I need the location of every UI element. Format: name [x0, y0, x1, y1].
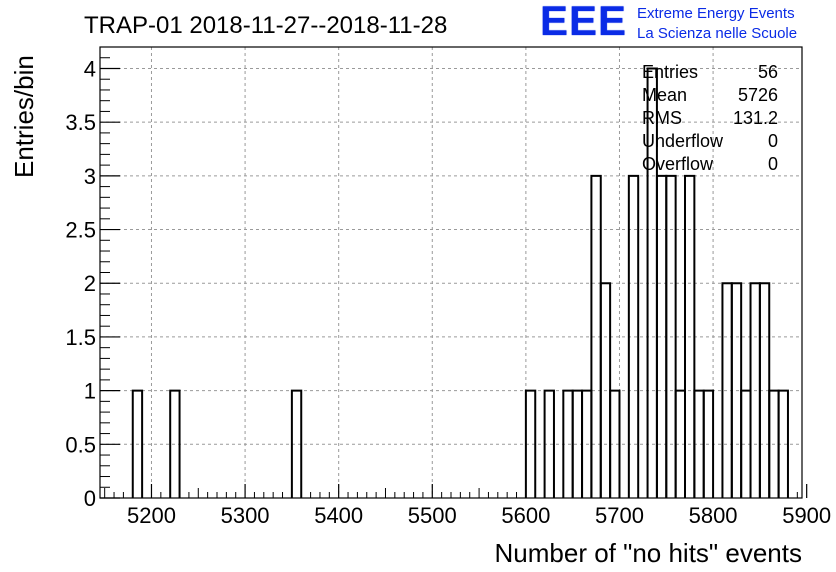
y-tick-label: 3.5 — [65, 110, 96, 135]
y-tick-label: 3 — [84, 164, 96, 189]
histogram-bin — [627, 174, 640, 498]
y-tick-label: 1.5 — [65, 325, 96, 350]
stats-label: RMS — [642, 108, 682, 128]
y-tick-label: 1 — [84, 379, 96, 404]
x-tick-label: 5900 — [782, 503, 831, 528]
logo-line-2: La Scienza nelle Scuole — [637, 25, 798, 42]
y-tick-label: 0.5 — [65, 432, 96, 457]
grid-layer — [100, 47, 802, 498]
y-axis-label: Entries/bin — [9, 55, 39, 178]
stats-label: Overflow — [642, 154, 714, 174]
x-axis-label: Number of "no hits" events — [495, 538, 803, 568]
stats-label: Underflow — [642, 131, 724, 151]
stats-value: 0 — [768, 131, 778, 151]
y-tick-label: 2 — [84, 271, 96, 296]
histogram-bin — [609, 389, 621, 498]
x-tick-label: 5500 — [408, 503, 457, 528]
logo-line-1: Extreme Energy Events — [637, 5, 795, 22]
x-tick-label: 5600 — [501, 503, 550, 528]
eee-logo-letters: EEE — [540, 0, 628, 44]
histogram-bin — [290, 389, 303, 498]
stats-value: 5726 — [738, 85, 778, 105]
x-tick-label: 5200 — [127, 503, 176, 528]
stats-value: 0 — [768, 154, 778, 174]
histogram-bin — [665, 174, 677, 498]
histogram-layer — [131, 67, 789, 498]
histogram-bin — [777, 389, 789, 498]
x-tick-label: 5400 — [314, 503, 363, 528]
stats-value: 131.2 — [733, 108, 778, 128]
eee-logo: EEE Extreme Energy Events La Scienza nel… — [540, 0, 830, 44]
stats-value: 56 — [758, 62, 778, 82]
chart-title: TRAP-01 2018-11-27--2018-11-28 — [84, 12, 447, 39]
stats-label: Mean — [642, 85, 687, 105]
x-tick-label: 5700 — [595, 503, 644, 528]
x-tick-label: 5800 — [689, 503, 738, 528]
histogram-bin — [131, 389, 144, 498]
plot-frame — [99, 46, 803, 499]
histogram-bin — [543, 389, 555, 498]
x-tick-label: 5300 — [221, 503, 270, 528]
stats-label: Entries — [642, 62, 698, 82]
y-tick-label: 4 — [84, 56, 96, 81]
histogram-bin — [524, 389, 537, 498]
y-tick-label: 0 — [84, 486, 96, 511]
histogram-bin — [702, 389, 715, 498]
y-tick-label: 2.5 — [65, 218, 96, 243]
axis-layer: 5200 5300 5400 5500 5600 5700 5800 590000.511.5… — [65, 46, 831, 528]
histogram-bin — [169, 389, 181, 498]
histogram-bin — [684, 174, 696, 498]
stats-box: Entries 56 Mean 5726 RMS 131.2 Underflow 0 Overf… — [642, 62, 778, 174]
